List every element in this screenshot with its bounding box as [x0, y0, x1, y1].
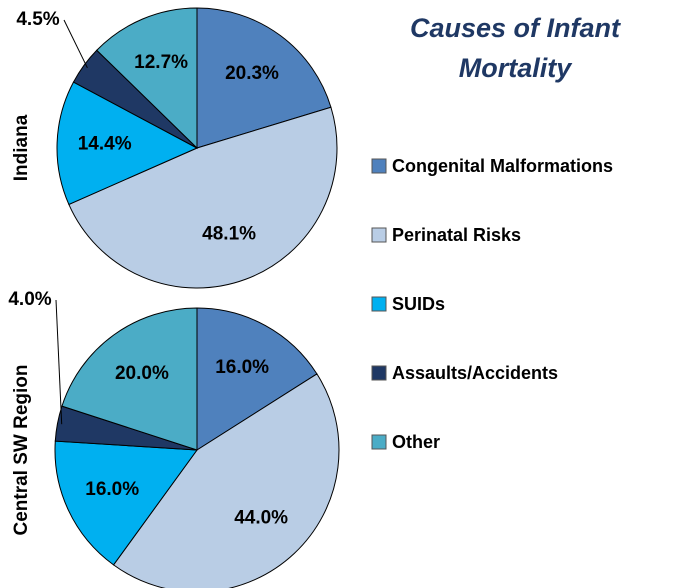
data-label: 48.1% — [202, 224, 256, 245]
legend-swatch — [371, 365, 387, 381]
leader-line — [63, 19, 88, 69]
leader-line — [55, 299, 63, 425]
pie-slice — [196, 307, 318, 451]
pie-slice — [96, 7, 198, 150]
pie-label: Central SW Region — [11, 364, 32, 535]
legend-label: SUIDs — [392, 294, 445, 314]
pie-slice — [68, 106, 338, 289]
chart-title: Causes of Infant Mortality — [410, 13, 621, 83]
legend-swatch — [371, 158, 387, 174]
legend-label: Other — [392, 432, 440, 452]
data-label: 14.4% — [78, 134, 132, 155]
data-label: 12.7% — [134, 52, 188, 73]
pie-slice — [61, 307, 198, 451]
pie-slice — [196, 7, 332, 149]
data-label: 4.0% — [8, 289, 51, 310]
data-label: 20.3% — [225, 63, 279, 84]
pie-label: Indiana — [11, 114, 32, 181]
legend-label: Assaults/Accidents — [392, 363, 558, 383]
legend-label: Perinatal Risks — [392, 225, 521, 245]
legend-swatch — [371, 434, 387, 450]
pie-slice — [112, 373, 340, 588]
data-label: 16.0% — [215, 357, 269, 378]
data-label: 44.0% — [234, 507, 288, 528]
legend-swatch — [371, 296, 387, 312]
legend-label: Congenital Malformations — [392, 156, 613, 176]
legend-swatch — [371, 227, 387, 243]
pie-slice — [56, 81, 199, 206]
pie-slice — [54, 440, 198, 566]
data-label: 16.0% — [85, 479, 139, 500]
data-label: 20.0% — [115, 363, 169, 384]
data-label: 4.5% — [16, 9, 59, 30]
